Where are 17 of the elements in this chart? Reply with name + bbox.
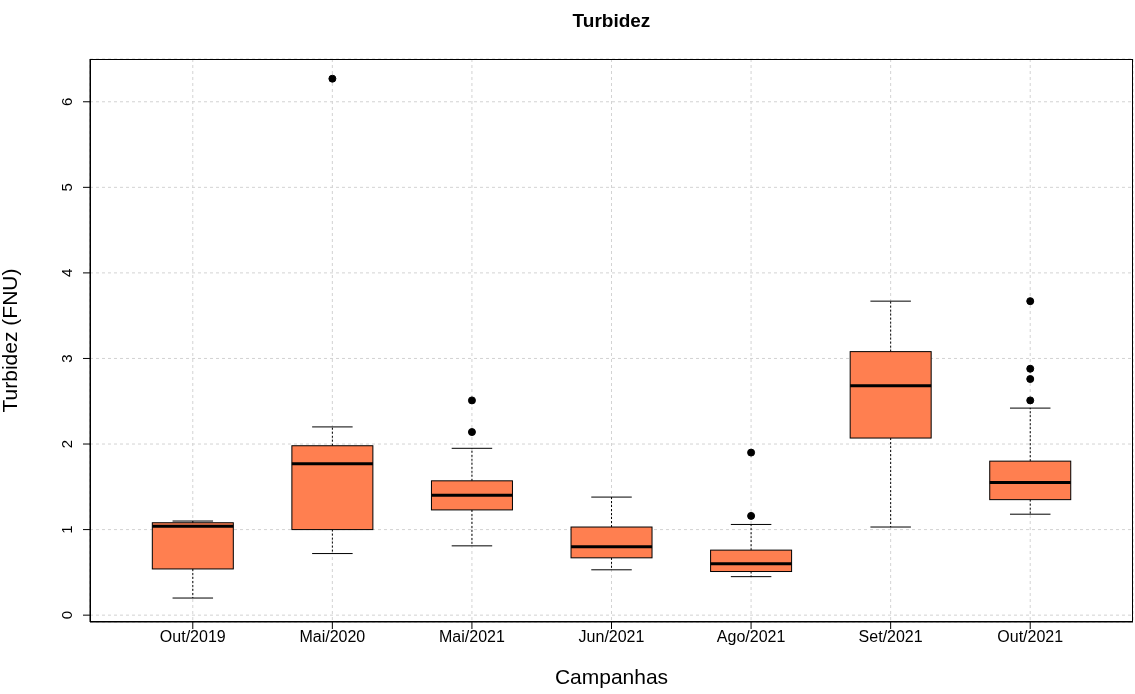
y-tick-label: 0 (58, 610, 76, 620)
x-tick-label: Mai/2021 (439, 628, 505, 646)
y-tick-label: 6 (58, 97, 76, 106)
chart-title: Turbidez (571, 10, 652, 32)
x-tick-label: Ago/2021 (716, 628, 786, 646)
y-tick-label: 5 (58, 183, 76, 192)
y-tick-label: 1 (58, 525, 76, 534)
y-tick-label: 3 (58, 354, 76, 363)
x-tick-label: Out/2021 (997, 628, 1064, 646)
x-tick-label: Jun/2021 (578, 628, 645, 646)
x-tick-label: Out/2019 (159, 628, 226, 646)
x-axis-title: Campanhas (554, 665, 669, 688)
y-axis-title: Turbidez (FNU) (0, 268, 22, 413)
y-tick-label: 4 (58, 268, 76, 278)
x-tick-label: Set/2021 (858, 628, 923, 646)
x-tick-label: Mai/2020 (299, 628, 366, 646)
y-tick-label: 2 (58, 439, 76, 449)
